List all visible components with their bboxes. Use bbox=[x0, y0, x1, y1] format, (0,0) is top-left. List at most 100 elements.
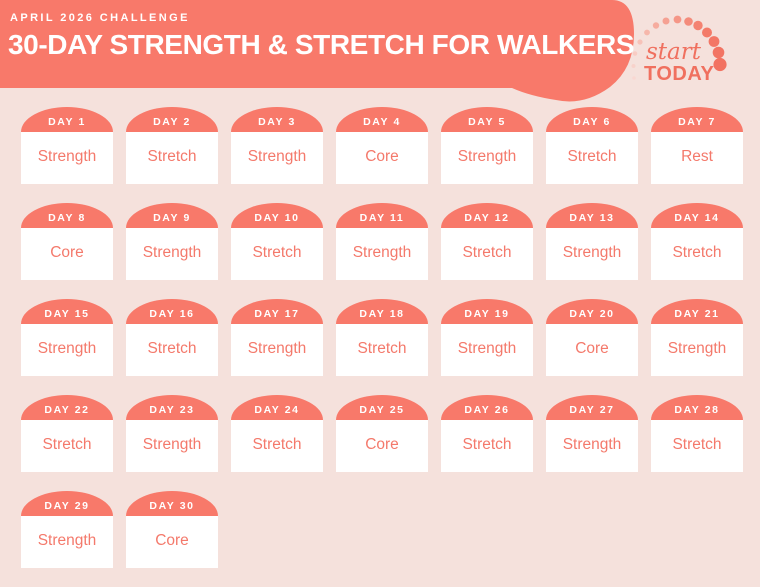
day-card-body: Core bbox=[336, 132, 428, 184]
day-activity: Core bbox=[365, 147, 399, 165]
day-card-header: DAY 22 bbox=[21, 395, 113, 420]
day-label: DAY 17 bbox=[254, 307, 300, 320]
day-card: DAY 29 Strength bbox=[21, 491, 113, 568]
day-label: DAY 28 bbox=[674, 403, 720, 416]
day-activity: Stretch bbox=[42, 435, 92, 453]
day-card-body: Strength bbox=[336, 228, 428, 280]
day-card: DAY 3 Strength bbox=[231, 107, 323, 184]
day-card: DAY 8 Core bbox=[21, 203, 113, 280]
header-banner-shape bbox=[0, 0, 634, 102]
day-card-body: Strength bbox=[546, 420, 638, 472]
day-card-header: DAY 11 bbox=[336, 203, 428, 228]
day-card-header: DAY 8 bbox=[21, 203, 113, 228]
day-card: DAY 30 Core bbox=[126, 491, 218, 568]
day-card: DAY 13 Strength bbox=[546, 203, 638, 280]
day-label: DAY 6 bbox=[573, 115, 611, 128]
day-card-body: Stretch bbox=[546, 132, 638, 184]
day-card-header: DAY 30 bbox=[126, 491, 218, 516]
day-card-body: Strength bbox=[651, 324, 743, 376]
day-card-header: DAY 19 bbox=[441, 299, 533, 324]
day-label: DAY 8 bbox=[48, 211, 86, 224]
day-label: DAY 12 bbox=[464, 211, 510, 224]
day-card-header: DAY 3 bbox=[231, 107, 323, 132]
day-card-body: Strength bbox=[441, 132, 533, 184]
day-card-header: DAY 16 bbox=[126, 299, 218, 324]
day-label: DAY 11 bbox=[359, 211, 405, 224]
day-activity: Rest bbox=[681, 147, 713, 165]
day-card: DAY 10 Stretch bbox=[231, 203, 323, 280]
day-card-body: Strength bbox=[21, 324, 113, 376]
day-activity: Strength bbox=[562, 435, 622, 453]
day-card-header: DAY 1 bbox=[21, 107, 113, 132]
day-label: DAY 23 bbox=[149, 403, 195, 416]
day-card: DAY 15 Strength bbox=[21, 299, 113, 376]
day-label: DAY 1 bbox=[48, 115, 86, 128]
day-card-header: DAY 18 bbox=[336, 299, 428, 324]
day-card-header: DAY 27 bbox=[546, 395, 638, 420]
day-card-body: Stretch bbox=[651, 420, 743, 472]
day-card-header: DAY 28 bbox=[651, 395, 743, 420]
day-label: DAY 9 bbox=[153, 211, 191, 224]
day-card: DAY 14 Stretch bbox=[651, 203, 743, 280]
day-activity: Stretch bbox=[357, 339, 407, 357]
day-activity: Strength bbox=[352, 243, 412, 261]
day-activity: Stretch bbox=[147, 339, 197, 357]
day-card: DAY 24 Stretch bbox=[231, 395, 323, 472]
day-card-header: DAY 12 bbox=[441, 203, 533, 228]
day-card-body: Strength bbox=[441, 324, 533, 376]
day-card: DAY 4 Core bbox=[336, 107, 428, 184]
day-card-body: Stretch bbox=[651, 228, 743, 280]
day-card-header: DAY 26 bbox=[441, 395, 533, 420]
day-card-header: DAY 13 bbox=[546, 203, 638, 228]
day-label: DAY 2 bbox=[153, 115, 191, 128]
day-card-body: Core bbox=[336, 420, 428, 472]
days-grid: DAY 1 Strength DAY 2 Stretch DAY 3 Stren… bbox=[21, 107, 743, 568]
day-card-body: Stretch bbox=[21, 420, 113, 472]
day-activity: Stretch bbox=[462, 435, 512, 453]
day-activity: Core bbox=[50, 243, 84, 261]
day-card-body: Strength bbox=[21, 516, 113, 568]
day-activity: Strength bbox=[142, 435, 202, 453]
day-card-header: DAY 4 bbox=[336, 107, 428, 132]
day-card-header: DAY 17 bbox=[231, 299, 323, 324]
day-activity: Stretch bbox=[672, 435, 722, 453]
day-card-body: Stretch bbox=[126, 324, 218, 376]
day-label: DAY 20 bbox=[569, 307, 615, 320]
day-card-body: Stretch bbox=[441, 420, 533, 472]
day-label: DAY 10 bbox=[254, 211, 300, 224]
day-label: DAY 15 bbox=[44, 307, 90, 320]
day-activity: Strength bbox=[247, 339, 307, 357]
day-card-header: DAY 5 bbox=[441, 107, 533, 132]
day-activity: Stretch bbox=[672, 243, 722, 261]
day-activity: Stretch bbox=[567, 147, 617, 165]
day-card: DAY 11 Strength bbox=[336, 203, 428, 280]
day-card-header: DAY 14 bbox=[651, 203, 743, 228]
day-card-body: Rest bbox=[651, 132, 743, 184]
day-card: DAY 26 Stretch bbox=[441, 395, 533, 472]
day-label: DAY 24 bbox=[254, 403, 300, 416]
day-activity: Strength bbox=[457, 147, 517, 165]
day-activity: Stretch bbox=[252, 243, 302, 261]
day-card-header: DAY 6 bbox=[546, 107, 638, 132]
day-card: DAY 17 Strength bbox=[231, 299, 323, 376]
day-label: DAY 21 bbox=[674, 307, 720, 320]
day-label: DAY 29 bbox=[44, 499, 90, 512]
day-card-body: Strength bbox=[126, 420, 218, 472]
day-card: DAY 2 Stretch bbox=[126, 107, 218, 184]
start-today-logo: start TODAY bbox=[628, 8, 748, 88]
day-label: DAY 26 bbox=[464, 403, 510, 416]
page-title: 30-DAY STRENGTH & STRETCH FOR WALKERS bbox=[8, 29, 635, 60]
day-label: DAY 3 bbox=[258, 115, 296, 128]
day-activity: Strength bbox=[457, 339, 517, 357]
day-card: DAY 27 Strength bbox=[546, 395, 638, 472]
day-activity: Strength bbox=[37, 147, 97, 165]
day-activity: Strength bbox=[247, 147, 307, 165]
day-activity: Core bbox=[365, 435, 399, 453]
day-card-header: DAY 7 bbox=[651, 107, 743, 132]
day-card-header: DAY 10 bbox=[231, 203, 323, 228]
day-activity: Strength bbox=[37, 339, 97, 357]
day-card: DAY 28 Stretch bbox=[651, 395, 743, 472]
day-card: DAY 22 Stretch bbox=[21, 395, 113, 472]
day-card: DAY 7 Rest bbox=[651, 107, 743, 184]
